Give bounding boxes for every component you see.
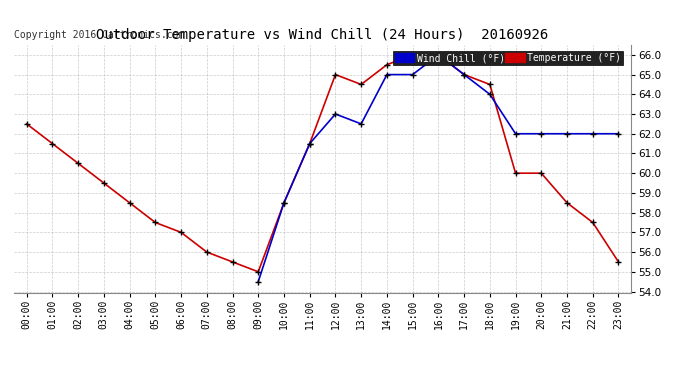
Legend: Wind Chill (°F), Temperature (°F): Wind Chill (°F), Temperature (°F)	[393, 51, 623, 65]
Title: Outdoor Temperature vs Wind Chill (24 Hours)  20160926: Outdoor Temperature vs Wind Chill (24 Ho…	[97, 28, 549, 42]
Text: Copyright 2016 Cartronics.com: Copyright 2016 Cartronics.com	[14, 30, 184, 40]
